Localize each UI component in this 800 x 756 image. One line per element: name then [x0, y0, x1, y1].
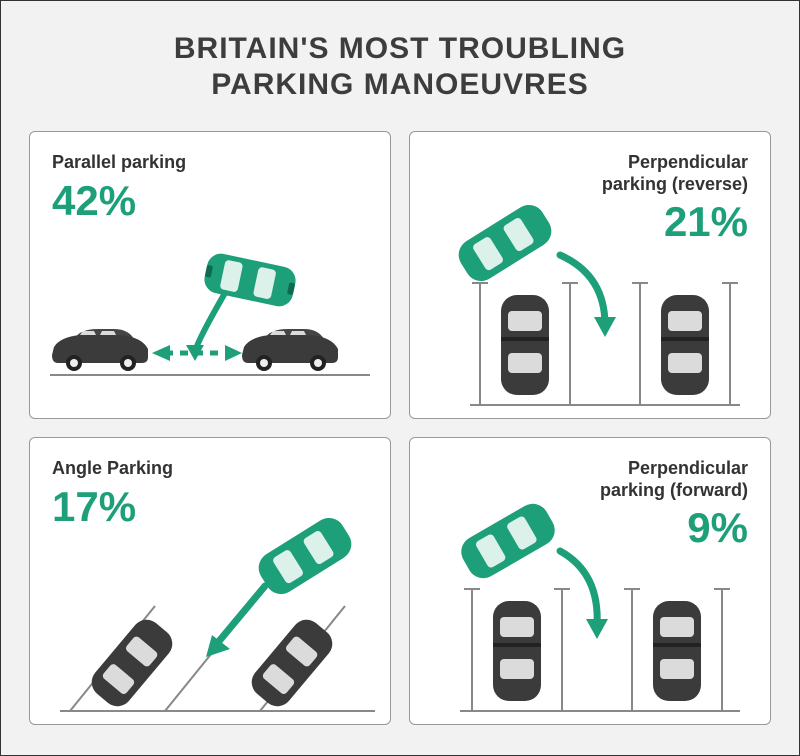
perp-reverse-illustration [410, 132, 770, 418]
perp-forward-illustration [410, 438, 770, 724]
card-grid: Parallel parking 42% [29, 131, 771, 725]
card-angle: Angle Parking 17% [29, 437, 391, 725]
page-title: BRITAIN'S MOST TROUBLING PARKING MANOEUV… [29, 31, 771, 103]
card-perp-reverse: Perpendicular parking (reverse) 21% [409, 131, 771, 419]
title-line1: BRITAIN'S MOST TROUBLING [174, 32, 626, 65]
title-line2: PARKING MANOEUVRES [211, 68, 588, 101]
card-perp-forward: Perpendicular parking (forward) 9% [409, 437, 771, 725]
parallel-illustration [30, 132, 390, 418]
angle-illustration [30, 438, 390, 724]
card-parallel: Parallel parking 42% [29, 131, 391, 419]
